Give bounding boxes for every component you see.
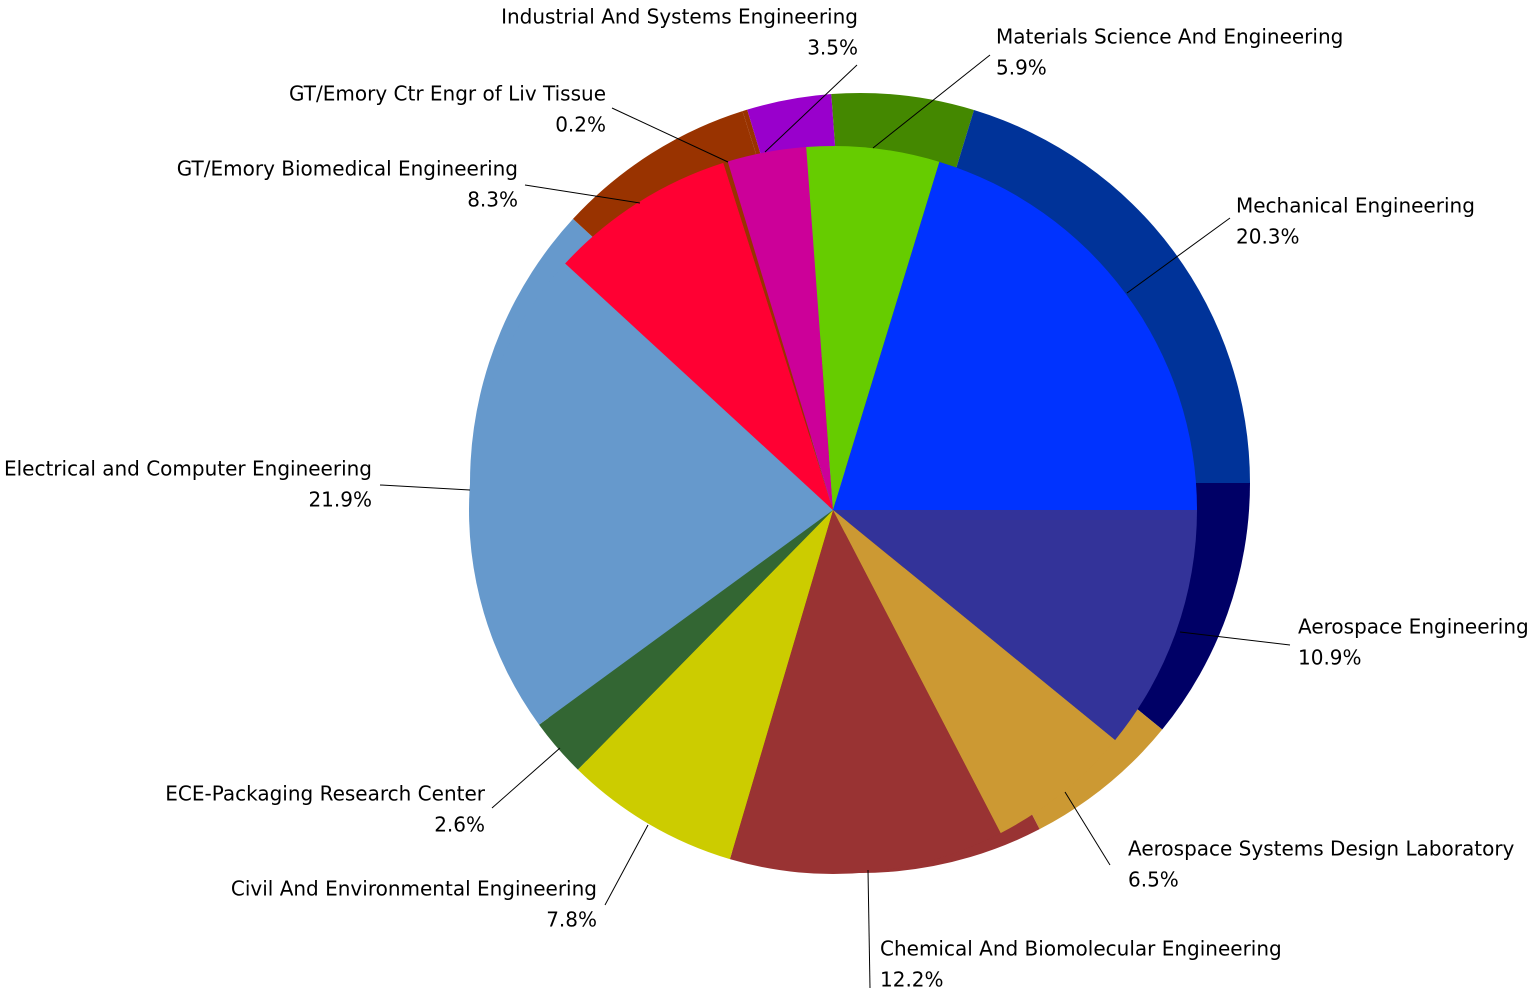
slice-label: Aerospace Engineering bbox=[1298, 615, 1529, 639]
leader-line bbox=[867, 869, 871, 989]
slice-value-label: 2.6% bbox=[434, 813, 485, 837]
slice-label: GT/Emory Ctr Engr of Liv Tissue bbox=[289, 82, 606, 106]
slice-value-label: 10.9% bbox=[1298, 646, 1362, 670]
pie-slice bbox=[833, 510, 1116, 834]
slice-value-label: 5.9% bbox=[996, 56, 1047, 80]
slice-label: Electrical and Computer Engineering bbox=[4, 457, 372, 481]
pie-slice bbox=[727, 146, 833, 510]
slice-value-label: 7.8% bbox=[546, 908, 597, 932]
pie-slice bbox=[806, 145, 940, 510]
slice-label: Civil And Environmental Engineering bbox=[231, 877, 597, 901]
leader-line bbox=[1179, 631, 1291, 646]
leader-line bbox=[524, 184, 641, 204]
slice-value-label: 21.9% bbox=[308, 488, 372, 512]
slice-value-label: 6.5% bbox=[1128, 868, 1179, 892]
slice-label: Mechanical Engineering bbox=[1236, 194, 1475, 218]
leader-line bbox=[764, 64, 858, 153]
slice-value-label: 0.2% bbox=[555, 113, 606, 137]
slice-label: Aerospace Systems Design Laboratory bbox=[1128, 837, 1515, 861]
leader-line bbox=[491, 747, 561, 809]
slice-value-label: 8.3% bbox=[467, 188, 518, 212]
pie-slice bbox=[565, 162, 833, 510]
slice-value-label: 20.3% bbox=[1236, 225, 1300, 249]
slice-label: Industrial And Systems Engineering bbox=[501, 5, 858, 29]
pie-slice bbox=[729, 510, 1001, 875]
pie-slice bbox=[723, 161, 833, 510]
slice-value-label: 12.2% bbox=[880, 968, 944, 992]
leader-line bbox=[604, 824, 649, 906]
slice-label: Materials Science And Engineering bbox=[996, 25, 1343, 49]
slice-value-label: 3.5% bbox=[807, 36, 858, 60]
slice-label: ECE-Packaging Research Center bbox=[165, 782, 486, 806]
slice-label: GT/Emory Biomedical Engineering bbox=[177, 157, 518, 181]
leader-line bbox=[1126, 217, 1231, 294]
pie-slice bbox=[468, 263, 833, 725]
pie-slice bbox=[833, 510, 1197, 741]
pie-slice bbox=[577, 510, 833, 860]
leader-line bbox=[611, 107, 729, 163]
slice-label: Chemical And Biomolecular Engineering bbox=[880, 937, 1282, 961]
leader-line bbox=[379, 484, 471, 491]
pie-slice bbox=[539, 510, 833, 770]
leader-line bbox=[1064, 791, 1111, 866]
leader-line bbox=[872, 54, 991, 149]
pie-slice bbox=[833, 161, 1197, 510]
